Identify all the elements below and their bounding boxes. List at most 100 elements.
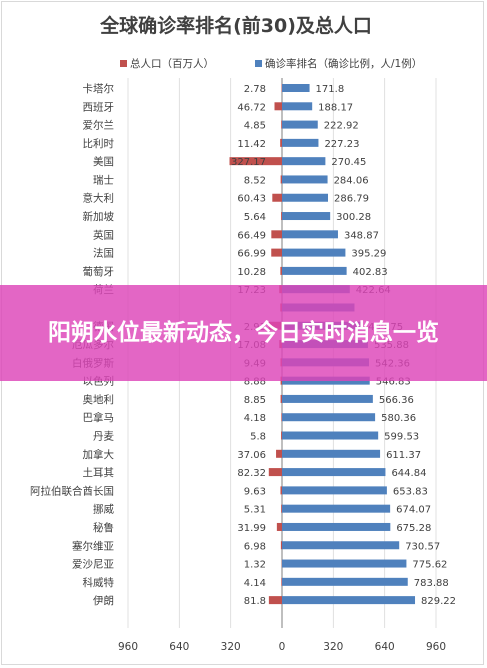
category-label: 挪威	[93, 503, 114, 516]
legend-label-population: 总人口（百万人）	[130, 57, 214, 70]
data-label-rate: 300.28	[336, 212, 371, 223]
category-label: 意大利	[83, 192, 115, 205]
bar-rate	[282, 84, 310, 92]
data-label-population: 46.72	[237, 102, 266, 113]
category-label: 英国	[93, 228, 114, 241]
bar-rate	[282, 413, 376, 422]
category-label: 卡塔尔	[83, 82, 115, 95]
data-label-rate: 674.07	[396, 505, 431, 516]
category-label: 加拿大	[83, 448, 115, 461]
legend-swatch-population	[120, 60, 127, 67]
data-label-rate: 395.29	[351, 249, 386, 260]
category-label: 新加坡	[83, 210, 115, 223]
data-label-rate: 644.84	[391, 468, 426, 479]
data-label-population: 4.18	[244, 413, 266, 424]
bar-rate	[282, 504, 391, 513]
category-label: 科威特	[83, 576, 115, 589]
bar-population	[280, 266, 282, 275]
bar-population	[280, 486, 282, 495]
bar-population	[281, 413, 282, 422]
data-label-rate: 270.45	[331, 157, 366, 168]
x-tick-label: 320	[323, 641, 343, 653]
data-label-population: 2.78	[244, 84, 266, 95]
category-label: 法国	[93, 247, 114, 260]
data-label-population: 81.8	[244, 596, 266, 607]
category-label: 爱沙尼亚	[72, 558, 114, 571]
category-label: 阿拉伯联合酋长国	[30, 484, 114, 497]
data-label-population: 4.14	[244, 578, 266, 589]
bar-population	[274, 102, 282, 111]
bar-rate	[282, 468, 386, 477]
category-label: 丹麦	[93, 431, 114, 443]
data-label-rate: 546.83	[376, 377, 411, 388]
data-label-population: 8.85	[244, 395, 266, 406]
headline-banner[interactable]: 阳朔水位最新动态，今日实时消息一览	[0, 285, 487, 381]
data-label-rate: 171.8	[316, 84, 345, 95]
category-label: 比利时	[83, 137, 115, 150]
category-label: 美国	[93, 155, 114, 168]
bar-rate	[282, 138, 319, 147]
data-label-rate: 829.22	[421, 596, 456, 607]
category-label: 土耳其	[83, 466, 115, 479]
bar-population	[280, 541, 282, 550]
legend-label-rate: 确诊率排名（确诊比例，人/1例）	[265, 57, 422, 70]
category-label: 塞尔维亚	[72, 539, 114, 552]
category-label: 瑞士	[93, 173, 114, 186]
bar-population	[281, 577, 282, 586]
bar-population	[229, 157, 282, 166]
data-label-rate: 227.23	[324, 139, 359, 150]
data-label-population: 37.06	[237, 450, 266, 461]
data-label-rate: 783.88	[414, 578, 449, 589]
bar-population	[281, 504, 282, 513]
data-label-rate: 222.92	[324, 121, 359, 132]
x-tick-label: 320	[221, 641, 241, 653]
bar-rate	[282, 577, 408, 586]
data-label-population: 5.64	[244, 212, 266, 223]
data-label-population: 8.52	[244, 175, 266, 186]
data-label-rate: 675.28	[396, 523, 431, 534]
bar-rate	[282, 541, 400, 550]
bar-rate	[282, 559, 407, 568]
data-label-population: 66.99	[237, 249, 266, 260]
bar-population	[281, 212, 282, 221]
bar-population	[280, 138, 282, 147]
data-label-rate: 402.83	[353, 267, 388, 278]
bar-population	[276, 449, 282, 458]
data-label-population: 10.28	[237, 267, 266, 278]
x-tick-label: 960	[426, 641, 446, 653]
data-label-population: 8.88	[244, 377, 266, 388]
data-label-population: 4.85	[244, 121, 266, 132]
legend-swatch-rate	[255, 60, 262, 67]
bar-population	[272, 193, 282, 202]
bar-rate	[282, 102, 313, 111]
data-label-population: 31.99	[237, 523, 266, 534]
bar-population	[281, 431, 282, 440]
data-label-rate: 730.57	[405, 541, 440, 552]
bar-population	[268, 468, 282, 477]
category-label: 秘鲁	[93, 521, 114, 534]
bar-rate	[282, 486, 387, 495]
data-label-population: 5.8	[250, 432, 266, 443]
data-label-rate: 611.37	[386, 450, 421, 461]
bar-rate	[282, 230, 338, 239]
data-label-rate: 286.79	[334, 194, 369, 205]
headline-text: 阳朔水位最新动态，今日实时消息一览	[48, 320, 439, 346]
x-tick-label: 640	[375, 641, 395, 653]
bar-rate	[282, 596, 416, 605]
data-label-rate: 566.36	[379, 395, 414, 406]
data-label-population: 6.98	[244, 541, 266, 552]
category-label: 爱尔兰	[83, 119, 115, 132]
bar-rate	[282, 193, 329, 202]
legend: 总人口（百万人） 确诊率排名（确诊比例，人/1例）	[120, 57, 422, 70]
bar-population	[281, 120, 282, 129]
data-label-rate: 188.17	[318, 102, 353, 113]
data-label-population: 327.17	[231, 157, 266, 168]
bar-rate	[282, 394, 373, 403]
bar-rate	[282, 120, 318, 129]
data-label-rate: 580.36	[381, 413, 416, 424]
data-label-population: 11.42	[237, 139, 266, 150]
bar-rate	[282, 266, 347, 275]
bar-rate	[282, 431, 379, 440]
x-tick-label: 0	[279, 641, 286, 653]
bar-rate	[282, 449, 381, 458]
